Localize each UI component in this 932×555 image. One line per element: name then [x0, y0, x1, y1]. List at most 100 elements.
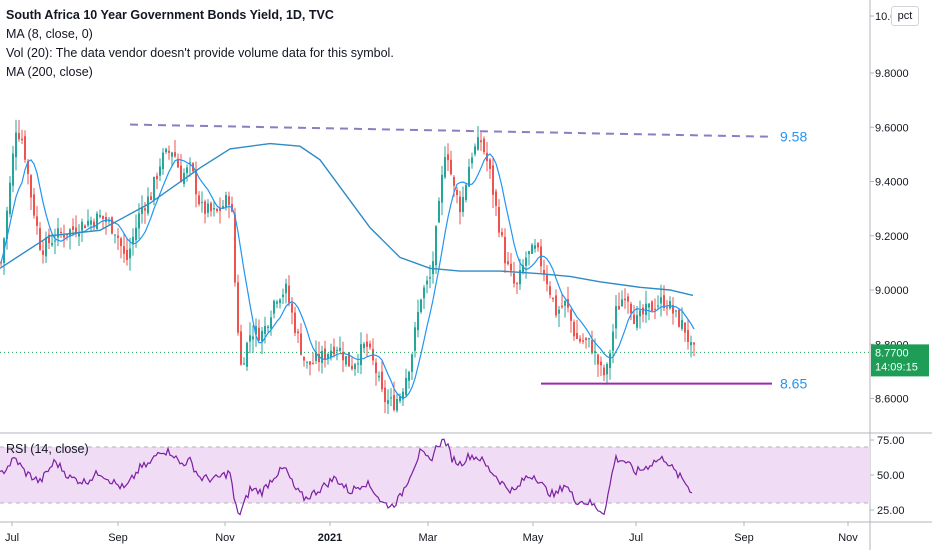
candle-body [282, 294, 284, 297]
candle-body [144, 208, 146, 211]
candle-body [630, 303, 632, 314]
candle-body [18, 132, 20, 140]
candle-body [468, 166, 470, 187]
candle-body [426, 280, 428, 285]
candle-body [21, 138, 23, 141]
candle-body [477, 137, 479, 150]
candle-body [648, 303, 650, 308]
candle-body [300, 333, 302, 355]
candle-body [609, 353, 611, 369]
candle-body [216, 208, 218, 211]
candle-body [252, 336, 254, 340]
candle-body [54, 240, 56, 242]
candle-body [333, 346, 335, 355]
candle-body [618, 305, 620, 310]
candle-body [384, 387, 386, 403]
candle-body [45, 237, 47, 257]
time-tick-label: 2021 [318, 532, 342, 544]
candle-body [396, 399, 398, 411]
candle-body [99, 215, 101, 217]
time-tick-label: Sep [108, 532, 128, 544]
candle-body [249, 335, 251, 342]
candle-body [63, 233, 65, 238]
candle-body [549, 286, 551, 295]
candle-body [78, 233, 80, 237]
candle-body [312, 363, 314, 365]
candle-body [60, 231, 62, 234]
candle-body [369, 343, 371, 348]
candle-body [420, 299, 422, 313]
time-tick-label: Jul [629, 532, 643, 544]
candle-body [390, 397, 392, 399]
candle-body [606, 364, 608, 375]
candle-body [639, 310, 641, 317]
candle-body [432, 261, 434, 275]
candle-body [591, 340, 593, 353]
candle-body [276, 301, 278, 304]
rsi-legend: RSI (14, close) [6, 442, 89, 456]
candle-body [105, 216, 107, 223]
candle-body [135, 227, 137, 241]
candle-body [453, 176, 455, 186]
candle-body [348, 352, 350, 367]
candle-body [690, 342, 692, 346]
candle-body [102, 215, 104, 219]
candle-body [585, 338, 587, 341]
chart-title: South Africa 10 Year Government Bonds Yi… [6, 8, 334, 22]
candle-body [339, 347, 341, 351]
candle-body [498, 207, 500, 233]
candle-body [681, 320, 683, 329]
candle-body [126, 249, 128, 260]
candle-body [612, 331, 614, 351]
percent-scale-button[interactable]: pct [891, 6, 919, 26]
price-tick-label: 9.6000 [875, 122, 909, 134]
candle-body [663, 295, 665, 309]
candle-body [528, 251, 530, 255]
candle-body [507, 261, 509, 264]
candle-body [6, 210, 8, 240]
candle-body [57, 228, 59, 238]
time-tick-label: Mar [419, 532, 438, 544]
candle-body [270, 317, 272, 329]
candle-body [651, 301, 653, 311]
candle-body [222, 206, 224, 209]
last-price-label: 8.7700 [875, 347, 909, 359]
candle-body [321, 350, 323, 363]
candle-body [381, 371, 383, 390]
candle-body [27, 161, 29, 174]
candle-body [471, 157, 473, 164]
candle-body [87, 220, 89, 226]
candle-body [375, 362, 377, 374]
candle-body [168, 150, 170, 153]
candle-body [555, 295, 557, 316]
candle-body [672, 304, 674, 314]
time-tick-label: Sep [734, 532, 754, 544]
candle-body [450, 159, 452, 175]
time-tick-label: Jul [5, 532, 19, 544]
candle-body [546, 274, 548, 285]
candle-body [189, 162, 191, 164]
candle-body [510, 263, 512, 271]
candle-body [402, 391, 404, 400]
candle-body [654, 308, 656, 310]
candle-body [576, 332, 578, 339]
candle-body [315, 352, 317, 361]
candle-body [90, 220, 92, 225]
candle-body [423, 287, 425, 299]
candle-body [33, 194, 35, 216]
candle-body [267, 326, 269, 329]
candle-body [522, 265, 524, 273]
candle-body [657, 305, 659, 307]
candle-body [261, 331, 263, 342]
candle-body [516, 283, 518, 285]
candle-body [225, 195, 227, 208]
candle-body [504, 236, 506, 264]
candle-body [177, 158, 179, 168]
candle-body [48, 234, 50, 244]
candle-body [465, 184, 467, 200]
rsi-line [0, 438, 693, 516]
trendline-9-58[interactable] [129, 123, 773, 138]
candle-body [117, 235, 119, 238]
